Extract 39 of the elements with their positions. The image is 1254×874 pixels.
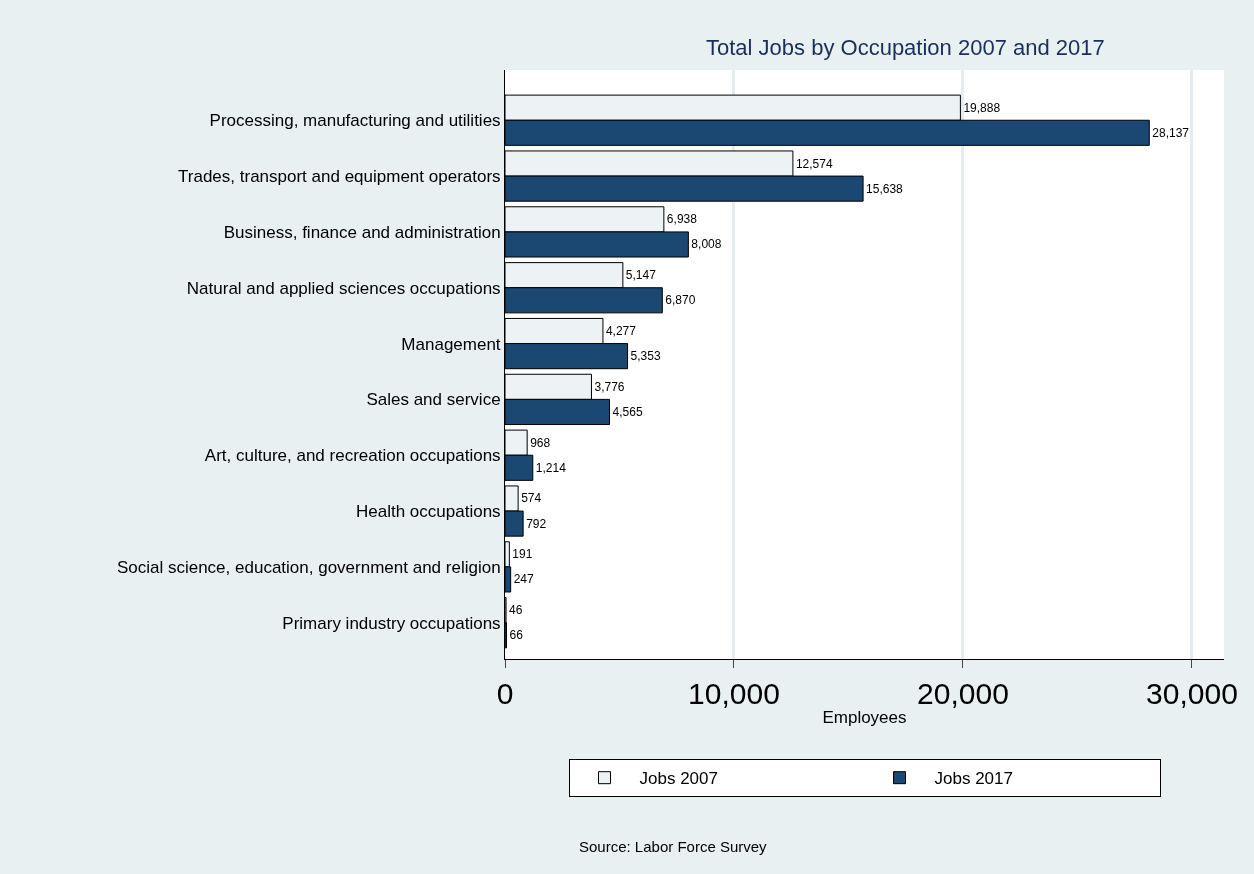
- data-label: 28,137: [1152, 125, 1190, 140]
- data-label: 247: [513, 572, 535, 587]
- y-tick-label: Business, finance and administration: [223, 222, 501, 242]
- y-tick-label: Primary industry occupations: [282, 613, 501, 633]
- y-tick-label: Processing, manufacturing and utilities: [209, 111, 501, 131]
- y-tick-label: Art, culture, and recreation occupations: [204, 446, 501, 466]
- data-label: 8,008: [691, 237, 722, 252]
- source-note: Source: Labor Force Survey: [579, 838, 768, 855]
- data-label: 5,353: [630, 349, 661, 364]
- x-tick-label: 0: [496, 677, 514, 710]
- data-label: 574: [521, 491, 542, 506]
- data-label: 4,277: [605, 324, 637, 338]
- y-tick-label: Sales and service: [366, 390, 501, 410]
- data-label: 3,776: [594, 379, 625, 394]
- data-label: 1,214: [535, 460, 567, 475]
- data-label: 792: [526, 516, 547, 531]
- data-label: 191: [512, 547, 533, 562]
- data-label: 6,938: [666, 212, 698, 227]
- x-axis-title: Employees: [822, 708, 907, 728]
- y-tick-label: Management: [401, 334, 501, 354]
- data-label: 66: [509, 628, 524, 643]
- data-label: 6,870: [665, 293, 696, 308]
- x-tick-label: 10,000: [688, 677, 780, 710]
- data-label: 19,888: [963, 100, 1001, 115]
- y-tick-label: Social science, education, government and religion: [116, 557, 501, 577]
- data-label: 5,147: [625, 268, 657, 283]
- chart-title: Total Jobs by Occupation 2007 and 2017: [706, 34, 1105, 60]
- y-tick-label: Natural and applied sciences occupations: [186, 278, 501, 298]
- y-tick-label: Trades, transport and equipment operators: [178, 167, 501, 187]
- data-label: 4,565: [612, 404, 643, 419]
- legend-label: Jobs 2007: [639, 769, 718, 789]
- y-tick-label: Health occupations: [356, 502, 501, 521]
- data-label: 46: [509, 603, 523, 618]
- data-label: 12,574: [795, 156, 833, 171]
- x-tick-label: 30,000: [1146, 677, 1238, 710]
- data-label: 15,638: [866, 181, 904, 196]
- data-label: 968: [530, 435, 551, 450]
- legend-label: Jobs 2017: [934, 769, 1013, 789]
- x-tick-label: 20,000: [917, 677, 1009, 710]
